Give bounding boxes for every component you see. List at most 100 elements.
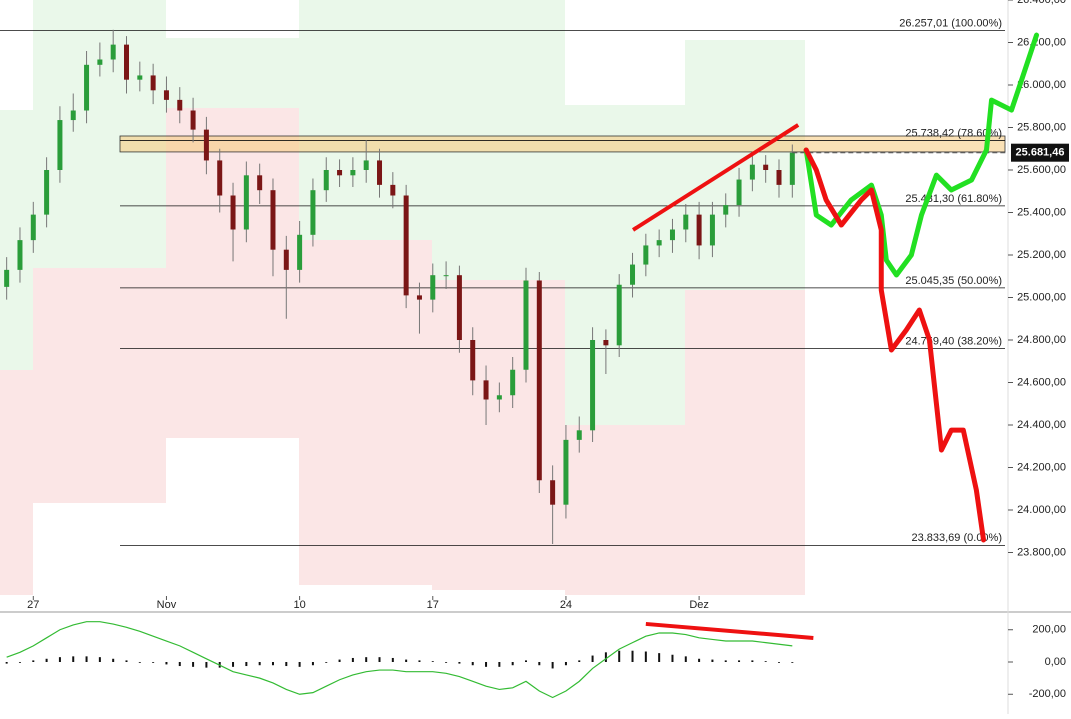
fib-label: 23.833,69 (0.00%): [911, 532, 1002, 544]
macd-line: [6, 621, 793, 699]
histogram-bar: [365, 657, 368, 662]
histogram-bar: [18, 662, 21, 663]
histogram-bar: [604, 652, 607, 662]
candle-body: [150, 75, 156, 91]
candle-body: [70, 110, 76, 121]
y-tick-label: 26.400,00: [1017, 0, 1066, 6]
candle-body: [163, 90, 169, 100]
x-tick-label: 17: [427, 599, 439, 611]
y-tick-label: 25.800,00: [1017, 121, 1066, 133]
candle-body: [763, 164, 769, 170]
candle-body: [177, 99, 183, 111]
histogram-bar: [658, 653, 661, 662]
y-tick-label: 24.600,00: [1017, 376, 1066, 388]
histogram-bar: [311, 662, 314, 666]
y-tick-label: -200,00: [1029, 688, 1066, 700]
histogram-bar: [738, 660, 741, 662]
candle-body: [124, 44, 130, 80]
candle-body: [630, 264, 636, 285]
histogram-bar: [631, 650, 634, 662]
candle-body: [403, 195, 409, 296]
histogram-bar: [538, 662, 541, 666]
histogram-bar: [764, 661, 767, 662]
histogram-bar: [698, 658, 701, 662]
histogram-bar: [724, 660, 727, 662]
candle-body: [377, 160, 383, 185]
histogram-bar: [684, 656, 687, 662]
histogram-bar: [445, 662, 448, 663]
candle-body: [723, 205, 729, 215]
histogram-bar: [125, 660, 128, 662]
y-tick-label: 23.800,00: [1017, 546, 1066, 558]
candle-body: [709, 214, 715, 246]
histogram-bar: [378, 657, 381, 662]
histogram-bar: [152, 662, 155, 663]
y-tick-label: 0,00: [1045, 656, 1066, 668]
price-label: 25.681,46: [1016, 147, 1065, 159]
histogram-bar: [258, 662, 261, 666]
y-tick-label: 24.000,00: [1017, 504, 1066, 516]
y-tick-label: 25.000,00: [1017, 291, 1066, 303]
histogram-bar: [471, 662, 474, 666]
histogram-bar: [418, 660, 421, 662]
candle-body: [456, 275, 462, 340]
y-tick-label: 24.400,00: [1017, 419, 1066, 431]
histogram-bar: [45, 658, 48, 662]
candle-body: [576, 430, 582, 440]
price-marker: [1011, 143, 1069, 162]
histogram-bar: [285, 662, 288, 667]
histogram-bar: [591, 655, 594, 662]
histogram-bar: [644, 651, 647, 662]
histogram-bar: [405, 659, 408, 662]
candle-body: [776, 170, 782, 185]
candle-body: [283, 249, 289, 270]
candle-body: [4, 269, 10, 287]
candle-body: [44, 170, 50, 215]
candle-body: [749, 164, 755, 180]
candle-body: [443, 275, 449, 277]
candle-body: [137, 75, 143, 80]
histogram-bar: [165, 662, 168, 665]
histogram-bar: [112, 658, 115, 662]
candle-body: [84, 64, 90, 111]
histogram-bar: [431, 661, 434, 662]
macd-trendline: [645, 621, 814, 640]
candle-body: [363, 160, 369, 170]
y-tick-label: 25.200,00: [1017, 249, 1066, 261]
candle-body: [243, 175, 249, 230]
histogram-bar: [458, 662, 461, 664]
x-tick-label: Nov: [157, 599, 177, 611]
histogram-bar: [551, 662, 554, 669]
candle-body: [17, 240, 23, 270]
histogram-bar: [751, 660, 754, 662]
x-tick-label: 24: [560, 599, 572, 611]
y-tick-label: 25.600,00: [1017, 164, 1066, 176]
histogram-bar: [232, 662, 235, 667]
candle-body: [97, 59, 103, 65]
fib-label: 25.045,35 (50.00%): [905, 275, 1002, 287]
candle-body: [736, 179, 742, 206]
trendline: [631, 123, 800, 232]
candle-body: [190, 110, 196, 130]
histogram-bar: [32, 660, 35, 662]
y-tick-label: 24.200,00: [1017, 461, 1066, 473]
histogram-bar: [85, 656, 88, 662]
candle-body: [789, 152, 795, 185]
candle-body: [217, 160, 223, 196]
candle-body: [536, 280, 542, 481]
x-tick-label: 10: [293, 599, 305, 611]
candle-body: [683, 214, 689, 230]
histogram-bar: [578, 660, 581, 662]
candle-body: [416, 295, 422, 300]
histogram-bar: [205, 662, 208, 668]
candle-body: [323, 170, 329, 191]
candle-body: [310, 190, 316, 235]
histogram-bar: [178, 662, 181, 667]
candle-body: [57, 120, 63, 170]
projection-line: [803, 32, 1040, 278]
histogram-bar: [498, 662, 501, 667]
fib-label: 25.738,42 (78.60%): [905, 127, 1002, 139]
candle-body: [350, 170, 356, 176]
candle-body: [616, 284, 622, 346]
